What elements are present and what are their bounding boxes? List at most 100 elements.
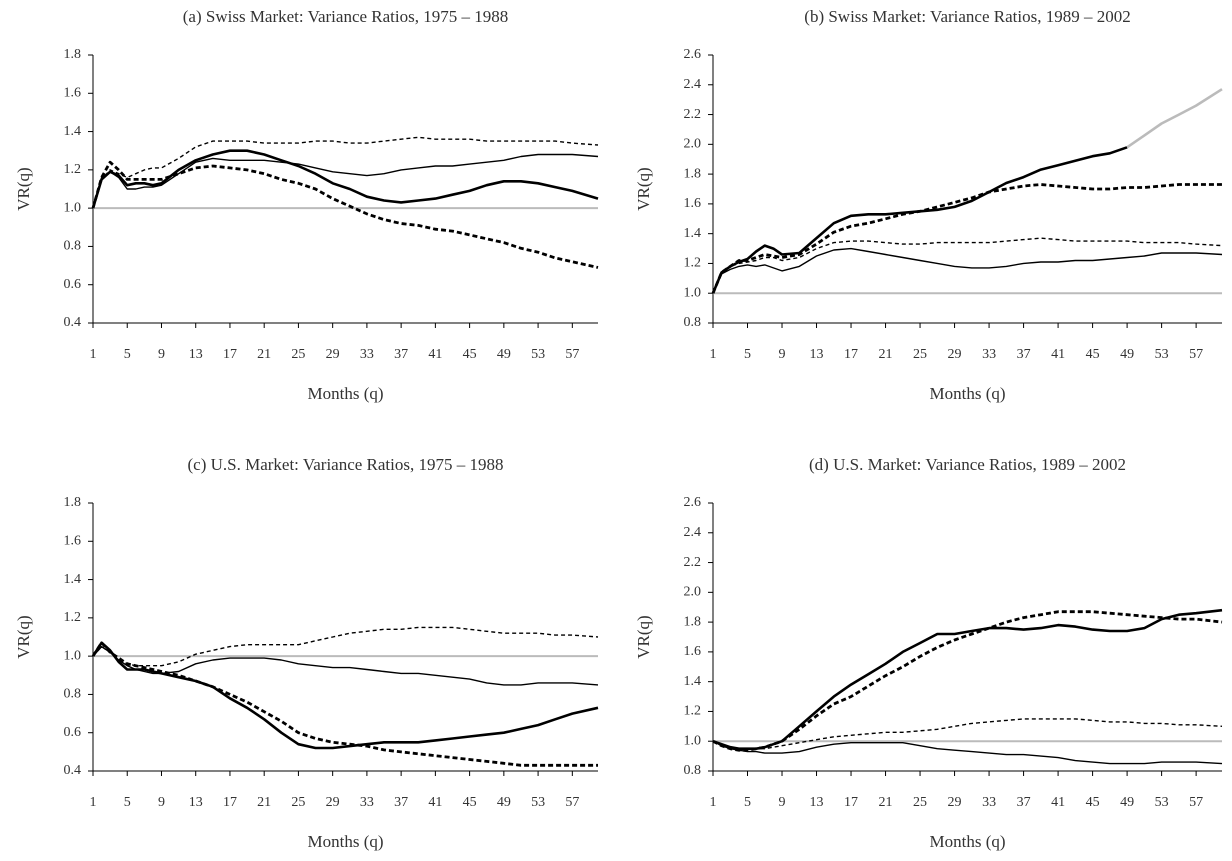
x-tick-label: 17 bbox=[223, 347, 237, 362]
y-tick-label: 0.8 bbox=[64, 687, 82, 702]
y-tick-label: 1.8 bbox=[684, 166, 702, 181]
y-tick-label: 2.2 bbox=[684, 107, 702, 122]
x-tick-label: 53 bbox=[531, 347, 545, 362]
x-tick-label: 33 bbox=[982, 795, 996, 810]
x-tick-label: 5 bbox=[124, 795, 131, 810]
y-tick-label: 1.2 bbox=[64, 162, 82, 177]
data-line bbox=[712, 740, 1223, 765]
x-tick-label: 21 bbox=[257, 795, 271, 810]
y-tick-label: 0.6 bbox=[64, 725, 82, 740]
x-tick-label: 37 bbox=[394, 795, 408, 810]
y-tick-label: 2.4 bbox=[684, 77, 702, 92]
chart-title: (d) U.S. Market: Variance Ratios, 1989 –… bbox=[809, 455, 1126, 474]
y-tick-label: 0.8 bbox=[684, 315, 702, 330]
x-tick-label: 9 bbox=[779, 795, 786, 810]
x-tick-label: 5 bbox=[744, 795, 751, 810]
y-axis-label: VR(q) bbox=[14, 615, 33, 658]
x-axis-label: Months (q) bbox=[929, 832, 1005, 851]
y-tick-label: 1.6 bbox=[64, 86, 82, 101]
x-tick-label: 33 bbox=[360, 795, 374, 810]
y-tick-label: 1.6 bbox=[684, 196, 702, 211]
x-tick-label: 29 bbox=[948, 795, 962, 810]
y-tick-label: 0.4 bbox=[64, 315, 82, 330]
data-line bbox=[712, 608, 1223, 750]
x-axis-label: Months (q) bbox=[929, 384, 1005, 403]
data-line bbox=[92, 645, 599, 686]
x-tick-label: 29 bbox=[326, 347, 340, 362]
y-tick-label: 1.0 bbox=[684, 285, 702, 300]
y-tick-label: 0.8 bbox=[64, 239, 82, 254]
data-line bbox=[91, 149, 599, 209]
x-tick-label: 37 bbox=[1017, 347, 1031, 362]
x-tick-label: 21 bbox=[879, 795, 893, 810]
y-tick-label: 1.4 bbox=[64, 124, 82, 139]
chart-title: (b) Swiss Market: Variance Ratios, 1989 … bbox=[804, 7, 1130, 26]
x-tick-label: 45 bbox=[463, 347, 477, 362]
y-tick-label: 1.6 bbox=[64, 534, 82, 549]
data-line bbox=[92, 153, 599, 209]
x-tick-label: 49 bbox=[497, 347, 511, 362]
y-tick-label: 1.0 bbox=[64, 648, 82, 663]
data-line bbox=[712, 718, 1223, 750]
y-tick-label: 2.0 bbox=[684, 137, 702, 152]
y-tick-label: 2.6 bbox=[684, 47, 702, 62]
y-tick-label: 1.6 bbox=[684, 644, 702, 659]
chart-title: (a) Swiss Market: Variance Ratios, 1975 … bbox=[183, 7, 508, 26]
x-tick-label: 57 bbox=[1189, 795, 1203, 810]
x-tick-label: 37 bbox=[1017, 795, 1031, 810]
y-tick-label: 2.6 bbox=[684, 495, 702, 510]
x-axis-label: Months (q) bbox=[307, 832, 383, 851]
x-tick-label: 13 bbox=[189, 795, 203, 810]
y-tick-label: 1.8 bbox=[684, 614, 702, 629]
y-axis-label: VR(q) bbox=[634, 615, 653, 658]
y-tick-label: 0.6 bbox=[64, 277, 82, 292]
x-tick-label: 33 bbox=[360, 347, 374, 362]
x-tick-label: 45 bbox=[463, 795, 477, 810]
data-line bbox=[91, 160, 599, 269]
x-tick-label: 49 bbox=[1120, 347, 1134, 362]
y-tick-label: 1.4 bbox=[64, 572, 82, 587]
y-tick-label: 1.8 bbox=[64, 495, 82, 510]
x-tick-label: 57 bbox=[565, 795, 579, 810]
data-line bbox=[712, 237, 1223, 294]
x-tick-label: 53 bbox=[1155, 795, 1169, 810]
x-tick-label: 49 bbox=[497, 795, 511, 810]
x-tick-label: 25 bbox=[913, 795, 927, 810]
y-axis-label: VR(q) bbox=[634, 167, 653, 210]
data-line bbox=[91, 641, 598, 767]
x-tick-label: 1 bbox=[90, 795, 97, 810]
x-tick-label: 41 bbox=[428, 795, 442, 810]
x-tick-label: 1 bbox=[710, 347, 717, 362]
x-tick-label: 21 bbox=[879, 347, 893, 362]
x-tick-label: 25 bbox=[291, 347, 305, 362]
x-tick-label: 9 bbox=[158, 347, 165, 362]
y-tick-label: 1.2 bbox=[684, 256, 702, 271]
x-tick-label: 1 bbox=[710, 795, 717, 810]
x-tick-label: 41 bbox=[1051, 347, 1065, 362]
data-line bbox=[712, 610, 1223, 752]
x-tick-label: 57 bbox=[565, 347, 579, 362]
x-tick-label: 9 bbox=[158, 795, 165, 810]
x-tick-label: 13 bbox=[810, 795, 824, 810]
x-tick-label: 25 bbox=[913, 347, 927, 362]
x-tick-label: 17 bbox=[844, 795, 858, 810]
y-tick-label: 0.8 bbox=[684, 763, 702, 778]
y-tick-label: 1.8 bbox=[64, 47, 82, 62]
x-tick-label: 13 bbox=[810, 347, 824, 362]
y-tick-label: 1.2 bbox=[64, 610, 82, 625]
x-tick-label: 57 bbox=[1189, 347, 1203, 362]
x-tick-label: 37 bbox=[394, 347, 408, 362]
x-tick-label: 49 bbox=[1120, 795, 1134, 810]
x-tick-label: 45 bbox=[1086, 795, 1100, 810]
chart-title: (c) U.S. Market: Variance Ratios, 1975 –… bbox=[187, 455, 503, 474]
y-tick-label: 1.0 bbox=[684, 733, 702, 748]
x-tick-label: 53 bbox=[531, 795, 545, 810]
y-tick-label: 2.2 bbox=[684, 555, 702, 570]
x-tick-label: 1 bbox=[90, 347, 97, 362]
data-line bbox=[712, 247, 1223, 294]
x-tick-label: 21 bbox=[257, 347, 271, 362]
x-tick-label: 41 bbox=[428, 347, 442, 362]
y-tick-label: 2.4 bbox=[684, 525, 702, 540]
